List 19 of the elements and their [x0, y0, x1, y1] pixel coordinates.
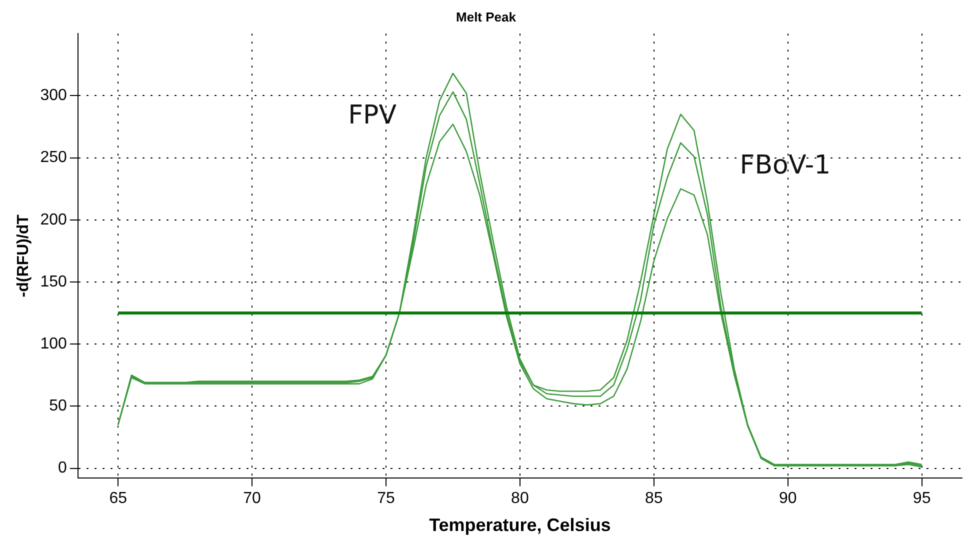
- y-tick-label: 0: [58, 460, 67, 477]
- x-axis-title: Temperature, Celsius: [429, 515, 611, 536]
- annotation: FBoV-1: [740, 150, 831, 181]
- x-tick-label: 70: [243, 490, 262, 508]
- annotation: FPV: [348, 100, 397, 130]
- x-tick-label: 75: [377, 490, 395, 508]
- x-tick-label: 95: [912, 490, 931, 508]
- chart-title: Melt Peak: [456, 9, 517, 24]
- x-tick-label: 65: [109, 490, 128, 508]
- x-tick-label: 90: [778, 490, 797, 508]
- x-tick-label: 85: [645, 490, 663, 508]
- y-axis-title: -d(RFU)/dT: [15, 214, 32, 298]
- y-tick-label: 200: [40, 211, 67, 228]
- x-tick-label: 80: [511, 490, 529, 508]
- y-tick-label: 100: [40, 335, 67, 352]
- y-tick-label: 300: [40, 87, 67, 104]
- y-tick-label: 150: [40, 273, 67, 290]
- y-tick-label: 250: [40, 149, 67, 166]
- y-tick-label: 50: [49, 398, 67, 415]
